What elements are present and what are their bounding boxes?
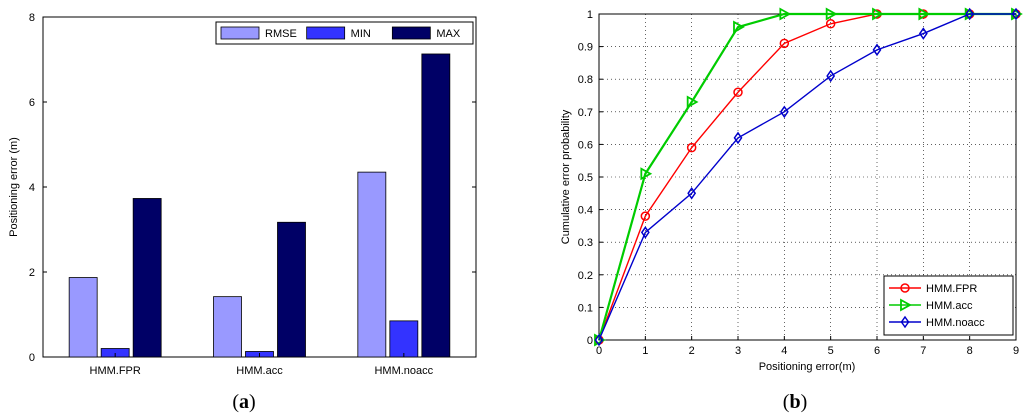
x-tick-label-b: 1 — [642, 345, 648, 357]
data-point-hmm-noacc — [687, 186, 697, 200]
x-tick-label-b: 4 — [781, 345, 787, 357]
data-point-hmm-fpr — [640, 211, 651, 221]
y-tick-label-b: 0 — [587, 335, 593, 347]
panel-b-close: ) — [801, 391, 808, 413]
data-point-hmm-fpr — [825, 19, 836, 29]
y-tick-label-a: 0 — [29, 352, 35, 364]
y-axis-label-a: Positioning error (m) — [8, 137, 20, 237]
series-line-hmm-noacc — [598, 13, 1016, 341]
series-hmm-acc — [594, 7, 1023, 347]
y-tick-label-b: 0.5 — [578, 172, 593, 184]
y-tick-label-b: 0.1 — [578, 302, 593, 314]
x-tick-label-a: HMM.FPR — [90, 365, 141, 377]
bar-rmse-hmm-fpr — [68, 277, 98, 358]
y-tick-label-b: 0.4 — [578, 205, 593, 217]
x-tick-label-b: 3 — [735, 345, 741, 357]
data-point-hmm-fpr — [733, 87, 743, 97]
data-point-hmm-noacc — [965, 7, 975, 21]
x-tick-label-b: 9 — [1013, 345, 1019, 357]
legend-label-hmm-noacc: HMM.noacc — [926, 317, 985, 329]
x-tick-label-b: 5 — [828, 345, 834, 357]
panel-a-close: ) — [249, 391, 256, 413]
data-point-hmm-noacc — [779, 105, 789, 119]
data-point-hmm-acc — [733, 20, 745, 34]
x-tick-label-b: 0 — [596, 345, 602, 357]
y-tick-label-b: 0.7 — [578, 107, 593, 119]
data-point-hmm-noacc — [640, 226, 650, 239]
bar-max-hmm-acc — [277, 221, 306, 358]
data-point-hmm-fpr — [686, 142, 697, 153]
bar-rmse-hmm-acc — [213, 296, 242, 358]
panel-label-b: (b) — [783, 391, 807, 413]
x-axis-label-b: Positioning error(m) — [759, 361, 856, 373]
y-tick-label-b: 0.6 — [578, 139, 593, 151]
data-point-hmm-noacc — [918, 27, 928, 40]
legend-a: RMSE MIN MAX — [215, 21, 474, 45]
data-point-hmm-noacc — [733, 131, 743, 145]
legend-swatch-rmse — [220, 26, 260, 40]
bar-chart-positioning-error: 0 2 4 6 8 HMM.FPR HMM.acc HMM.noacc Positionin… — [8, 12, 477, 377]
data-point-hmm-acc — [825, 7, 838, 21]
y-tick-label-b: 0.9 — [578, 42, 593, 54]
x-tick-label-a: HMM.noacc — [374, 365, 433, 377]
bar-max-hmm-noacc — [421, 53, 451, 358]
x-tick-label-b: 7 — [920, 345, 926, 357]
legend-label-max: MAX — [436, 28, 461, 40]
y-axis-label-b: Cumulative error probability — [560, 109, 572, 244]
bar-min-hmm-noacc — [389, 320, 419, 358]
series-hmm-noacc — [594, 7, 1021, 347]
legend-marker-hmm-acc — [900, 298, 912, 312]
y-tick-label-b: 0.3 — [578, 237, 593, 249]
legend-label-min: MIN — [351, 28, 371, 40]
panel-a-letter: a — [239, 391, 249, 413]
panel-b-letter: b — [789, 391, 800, 413]
legend-marker-hmm-noacc — [900, 315, 910, 329]
data-point-hmm-acc — [640, 167, 653, 181]
legend-swatch-min — [306, 26, 346, 40]
data-point-hmm-fpr — [779, 38, 790, 49]
y-tick-label-b: 0.2 — [578, 270, 593, 282]
data-point-hmm-noacc — [826, 69, 836, 83]
bar-rmse-hmm-noacc — [357, 171, 387, 358]
x-tick-label-b: 2 — [689, 345, 695, 357]
data-point-hmm-acc — [918, 7, 931, 21]
data-point-hmm-noacc — [594, 333, 604, 347]
bar-max-hmm-fpr — [132, 198, 162, 358]
panel-a-open: ( — [232, 391, 239, 413]
y-tick-label-b: 1 — [587, 9, 593, 21]
panel-label-a: (a) — [232, 391, 255, 413]
data-point-hmm-noacc — [872, 43, 882, 57]
series-line-hmm-acc — [597, 12, 1016, 341]
y-tick-label-a: 8 — [29, 12, 35, 24]
x-tick-label-b: 6 — [874, 345, 880, 357]
line-chart-cumulative-error: 0 0.1 0.2 0.3 0.4 0.5 0.6 0.7 0.8 0.9 1 0 1 2 3 4 5 6 7 8 9… — [560, 7, 1023, 373]
data-point-hmm-acc — [779, 7, 792, 21]
legend-swatch-max — [391, 26, 431, 40]
x-tick-label-b: 8 — [967, 345, 973, 357]
legend-b: HMM.FPR HMM.acc HMM.noacc — [883, 275, 1014, 336]
bar-plot-area — [42, 16, 477, 358]
legend-label-rmse: RMSE — [265, 28, 297, 40]
legend-label-hmm-fpr: HMM.FPR — [926, 283, 977, 295]
data-point-hmm-noacc — [1011, 7, 1021, 21]
y-tick-label-a: 4 — [29, 182, 35, 194]
data-point-hmm-acc — [872, 7, 884, 21]
data-point-hmm-acc — [686, 95, 699, 109]
y-tick-label-a: 6 — [29, 97, 35, 109]
legend-label-hmm-acc: HMM.acc — [926, 300, 973, 312]
legend-marker-hmm-fpr — [900, 283, 910, 293]
x-tick-label-a: HMM.acc — [236, 365, 283, 377]
y-tick-label-a: 2 — [29, 267, 35, 279]
y-tick-label-b: 0.8 — [578, 74, 593, 86]
panel-b-open: ( — [783, 391, 790, 413]
